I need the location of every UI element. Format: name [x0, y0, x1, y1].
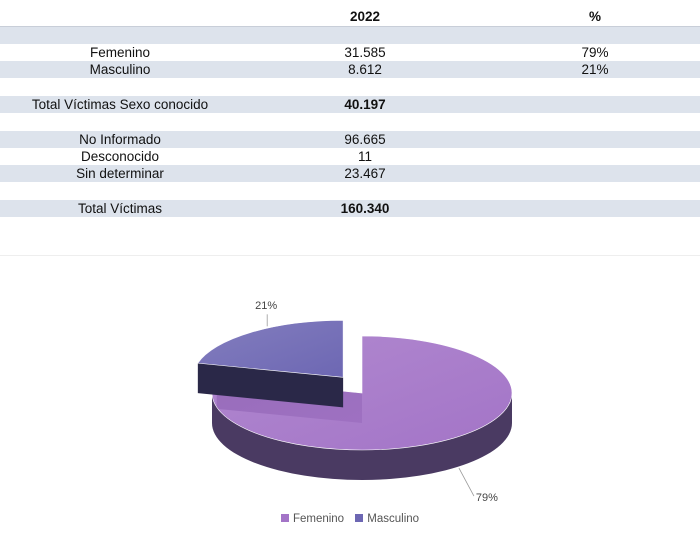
legend-swatch: [280, 514, 289, 522]
row-value: 160.340: [340, 201, 390, 216]
legend-item-femenino: Femenino: [280, 513, 345, 525]
slice-side-wall: [212, 393, 512, 480]
header-divider: [0, 26, 700, 27]
table-row-masculino: Masculino 8.612 21%: [0, 61, 700, 78]
legend-item-masculino: Masculino: [355, 513, 419, 525]
row-pct: 21%: [581, 62, 609, 77]
table-row-femenino: Femenino 31.585 79%: [0, 44, 700, 61]
row-value: 40.197: [344, 97, 386, 112]
table-row-sin-determinar: Sin determinar 23.467: [0, 165, 700, 182]
legend-swatch: [355, 514, 364, 522]
row-value: 8.612: [348, 62, 382, 77]
table-bottom-divider: [0, 255, 700, 256]
row-label: Masculino: [89, 62, 151, 77]
legend-label: Masculino: [367, 513, 420, 525]
leader-line: [458, 467, 475, 497]
table-row-total-sexo: Total Víctimas Sexo conocido 40.197: [0, 96, 700, 113]
pct-header: %: [588, 9, 601, 24]
slice-edge-wall: [197, 363, 344, 408]
row-label: No Informado: [79, 132, 161, 147]
row-pct: 79%: [581, 45, 609, 60]
slice-top-face: [211, 335, 513, 451]
pie-chart: 79% 21% Femenino Masculino: [0, 256, 700, 539]
data-label-masculino: 21%: [255, 300, 278, 313]
slice-top-face: [197, 320, 344, 378]
row-label: Desconocido: [80, 149, 160, 164]
table-row-no-informado: No Informado 96.665: [0, 131, 700, 148]
row-label: Femenino: [89, 45, 151, 60]
row-label: Sin determinar: [76, 166, 164, 181]
row-value: 23.467: [344, 166, 386, 181]
row-label: Total Víctimas Sexo conocido: [31, 97, 209, 112]
table-row-total-victimas: Total Víctimas 160.340: [0, 200, 700, 217]
year-header: 2022: [349, 9, 381, 24]
row-value: 31.585: [344, 45, 386, 60]
row-value: 11: [357, 149, 372, 164]
table-header-row: 2022 %: [0, 8, 700, 25]
row-label: Total Víctimas: [77, 201, 163, 216]
blank-row: [0, 27, 700, 44]
legend-label: Femenino: [292, 513, 345, 525]
chart-legend: Femenino Masculino: [0, 513, 700, 525]
pie-chart-svg: [197, 314, 513, 497]
pie-slice-masculino: [197, 320, 344, 408]
row-value: 96.665: [344, 132, 386, 147]
data-label-femenino: 79%: [475, 492, 498, 505]
table-row-desconocido: Desconocido 11: [0, 148, 700, 165]
